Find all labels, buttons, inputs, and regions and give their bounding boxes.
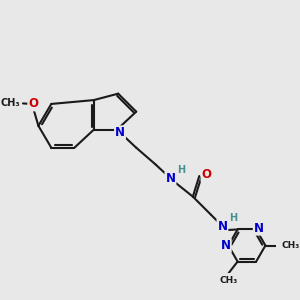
Text: CH₃: CH₃ — [220, 276, 238, 285]
Text: H: H — [177, 165, 185, 176]
Text: N: N — [254, 222, 264, 235]
Text: O: O — [28, 98, 38, 110]
Text: CH₃: CH₃ — [1, 98, 20, 108]
Text: CH₃: CH₃ — [282, 241, 300, 250]
Text: H: H — [229, 214, 237, 224]
Text: O: O — [202, 168, 212, 181]
Text: N: N — [218, 220, 227, 233]
Text: N: N — [221, 239, 231, 252]
Text: N: N — [115, 126, 125, 139]
Text: N: N — [165, 172, 176, 185]
